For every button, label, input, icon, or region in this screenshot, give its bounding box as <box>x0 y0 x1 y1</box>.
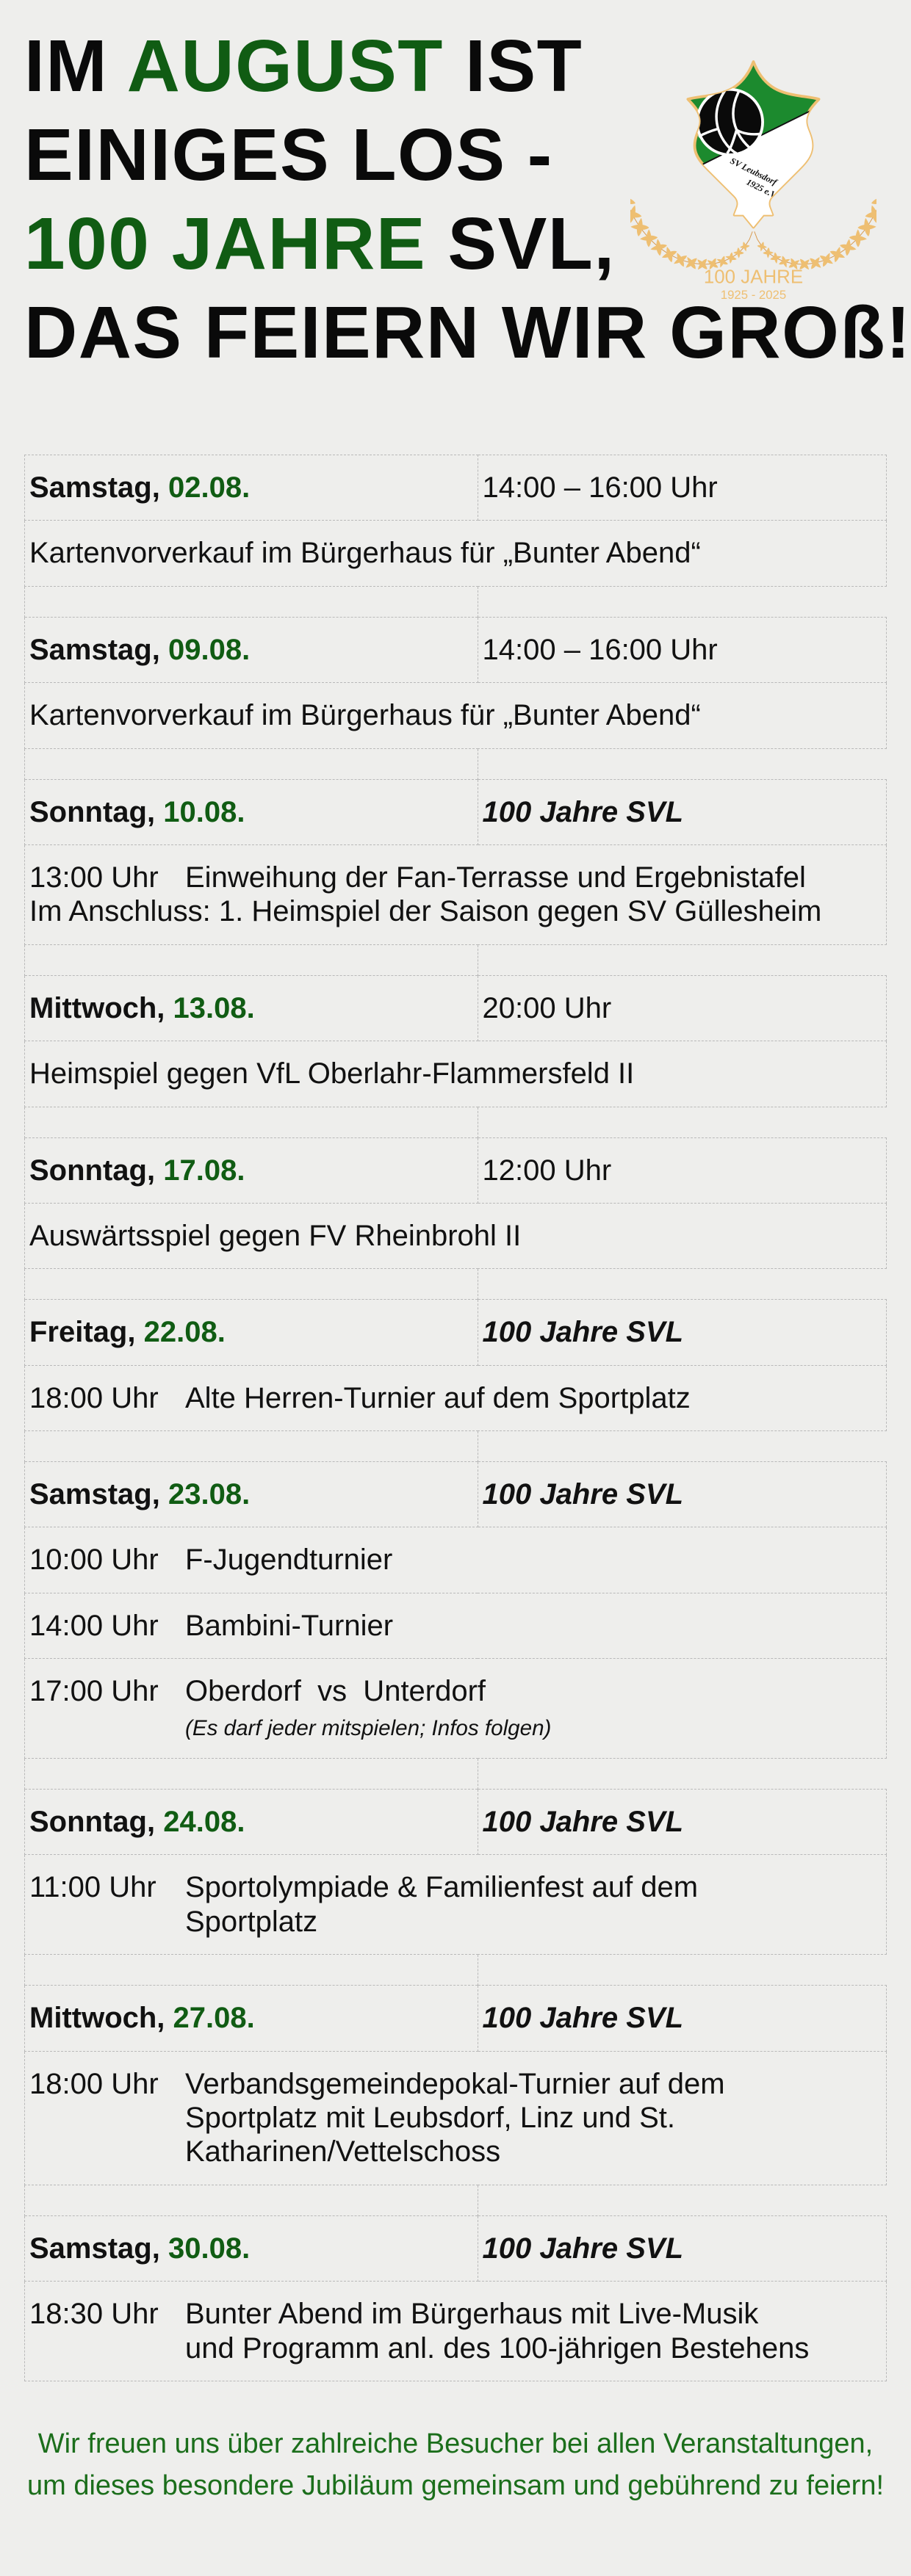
svg-text:1925 - 2025: 1925 - 2025 <box>721 288 786 302</box>
svg-text:100 JAHRE: 100 JAHRE <box>704 267 803 288</box>
